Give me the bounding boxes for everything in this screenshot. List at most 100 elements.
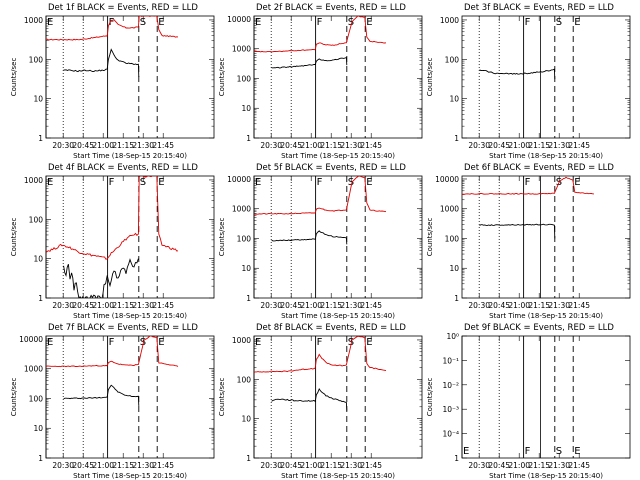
x-tick-label: 21:30 <box>132 461 154 470</box>
x-tick-label: 21:15 <box>528 141 550 150</box>
y-tick-label: 10000 <box>227 175 251 184</box>
y-tick-label: 1000 <box>232 336 251 345</box>
x-tick-label: 21:30 <box>132 141 154 150</box>
y-tick-label: 100 <box>445 55 460 64</box>
marker-label: E <box>158 177 164 188</box>
plot-frame <box>253 15 423 139</box>
y-tick-label: 1000 <box>24 365 43 374</box>
events-series-line <box>271 388 348 411</box>
y-tick-label: 1 <box>38 134 43 143</box>
x-tick-label: 21:45 <box>152 301 174 310</box>
y-axis-label: Counts/sec <box>218 58 226 97</box>
x-tick-label: 21:45 <box>360 141 382 150</box>
x-tick-label: 21:45 <box>360 301 382 310</box>
y-tick-label: 1000 <box>232 205 251 214</box>
x-tick-label: 21:45 <box>568 141 590 150</box>
marker-label: E <box>366 17 372 28</box>
x-tick-label: 20:45 <box>488 461 510 470</box>
y-tick-label: 100 <box>237 74 252 83</box>
y-tick-label: 1 <box>246 454 251 463</box>
panel-grid: Det 1f BLACK = Events, RED = LLD 1 10 100 10… <box>10 3 631 480</box>
marker-label: S <box>140 17 146 28</box>
y-tick-label: 100 <box>29 55 44 64</box>
lld-series-line <box>254 16 387 53</box>
y-tick-label: 10 <box>241 104 251 113</box>
panel-2: Det 2f BLACK = Events, RED = LLD 1 10 100 10… <box>218 3 423 160</box>
y-axis-label: Counts/sec <box>10 58 18 97</box>
x-tick-label: 20:30 <box>260 301 282 310</box>
panel-title: Det 8f BLACK = Events, RED = LLD <box>256 323 406 333</box>
x-tick-label: 20:30 <box>468 301 490 310</box>
plot-frame <box>45 15 215 139</box>
panel-1: Det 1f BLACK = Events, RED = LLD 1 10 100 10… <box>10 3 215 160</box>
x-tick-label: 20:30 <box>468 461 490 470</box>
y-tick-label: 10⁰ <box>446 332 459 341</box>
panel-7: Det 7f BLACK = Events, RED = LLD 1 10 100 10… <box>10 323 215 480</box>
marker-label: S <box>140 177 146 188</box>
x-tick-label: 20:30 <box>260 141 282 150</box>
x-tick-label: 20:45 <box>72 141 94 150</box>
y-tick-label: 100 <box>445 234 460 243</box>
x-tick-label: 21:00 <box>92 301 114 310</box>
marker-label: E <box>47 337 53 348</box>
panel-title: Det 7f BLACK = Events, RED = LLD <box>48 323 198 333</box>
y-tick-label: 100 <box>237 375 252 384</box>
x-axis-label: Start Time (18-Sep-15 20:15:40) <box>73 152 187 160</box>
x-tick-label: 20:30 <box>468 141 490 150</box>
x-tick-label: 21:15 <box>112 301 134 310</box>
x-tick-label: 21:15 <box>528 301 550 310</box>
plot-frame <box>461 335 631 459</box>
marker-label: E <box>574 17 580 28</box>
marker-label: E <box>47 177 53 188</box>
marker-label: E <box>463 446 469 457</box>
panel-title: Det 9f BLACK = Events, RED = LLD <box>464 323 614 333</box>
plot-frame <box>253 335 423 459</box>
x-axis-label: Start Time (18-Sep-15 20:15:40) <box>281 472 395 480</box>
marker-label: F <box>525 177 531 188</box>
x-tick-label: 20:45 <box>72 301 94 310</box>
plot-frame <box>45 335 215 459</box>
y-tick-label: 1 <box>38 294 43 303</box>
x-tick-label: 20:30 <box>52 301 74 310</box>
panel-3: Det 3f BLACK = Events, RED = LLD 1 10 100 10… <box>426 3 631 160</box>
x-tick-label: 20:45 <box>488 141 510 150</box>
plot-frame <box>461 15 631 139</box>
x-tick-label: 21:00 <box>300 141 322 150</box>
panel-title: Det 6f BLACK = Events, RED = LLD <box>464 163 614 173</box>
x-tick-label: 21:00 <box>508 301 530 310</box>
events-series-line <box>63 384 140 406</box>
lld-series-line <box>46 336 179 368</box>
y-tick-label: 10 <box>33 424 43 433</box>
x-tick-label: 21:15 <box>112 141 134 150</box>
marker-label: F <box>317 17 323 28</box>
plot-frame <box>45 175 215 299</box>
y-tick-label: 10⁻² <box>442 381 459 390</box>
lld-series-line <box>254 336 387 373</box>
y-tick-label: 10 <box>449 95 459 104</box>
y-axis-label: Counts/sec <box>426 218 434 257</box>
events-series-line <box>63 258 139 298</box>
x-axis-label: Start Time (18-Sep-15 20:15:40) <box>281 312 395 320</box>
y-tick-label: 1000 <box>440 16 459 25</box>
y-tick-label: 1 <box>246 134 251 143</box>
y-tick-label: 10⁻¹ <box>442 356 459 365</box>
marker-label: F <box>109 17 115 28</box>
y-tick-label: 1 <box>454 134 459 143</box>
y-tick-label: 1000 <box>440 205 459 214</box>
x-tick-label: 20:45 <box>488 301 510 310</box>
x-tick-label: 20:45 <box>280 461 302 470</box>
x-tick-label: 21:45 <box>152 461 174 470</box>
y-tick-label: 1 <box>454 294 459 303</box>
x-tick-label: 21:00 <box>508 141 530 150</box>
x-tick-label: 21:00 <box>92 141 114 150</box>
marker-label: E <box>366 177 372 188</box>
marker-label: F <box>109 177 115 188</box>
y-axis-label: Counts/sec <box>218 378 226 417</box>
marker-label: E <box>574 446 580 457</box>
y-tick-label: 10000 <box>227 15 251 24</box>
x-tick-label: 21:00 <box>92 461 114 470</box>
x-tick-label: 21:30 <box>132 301 154 310</box>
x-tick-label: 21:00 <box>300 301 322 310</box>
marker-label: F <box>109 337 115 348</box>
